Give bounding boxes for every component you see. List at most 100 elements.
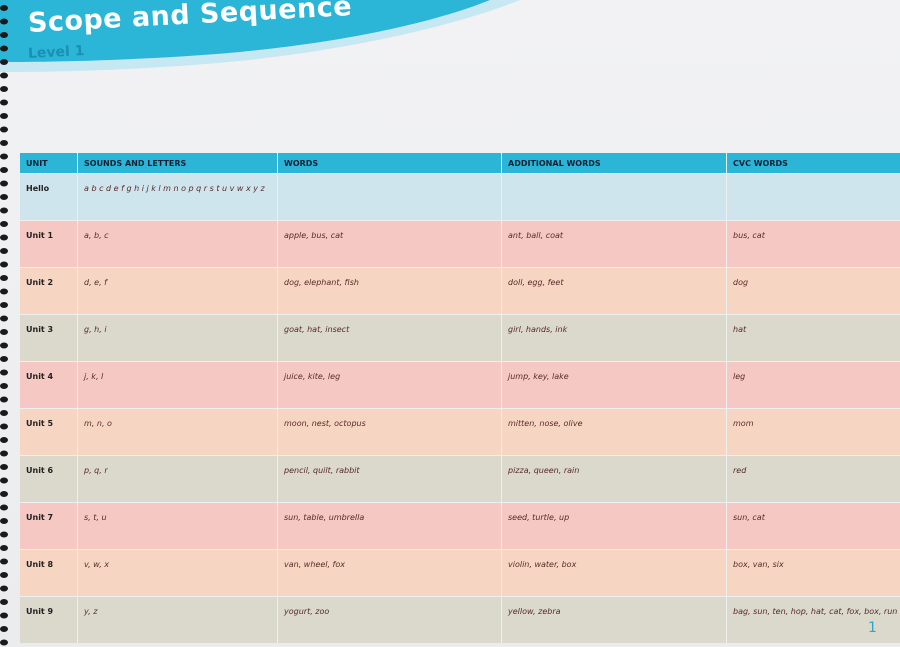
table-cell: Unit 7 bbox=[20, 502, 78, 550]
binding-ring bbox=[0, 315, 8, 322]
table-cell: Unit 2 bbox=[20, 267, 78, 315]
binding-ring bbox=[0, 491, 8, 497]
table-row: Unit 3 g, h, i goat, hat, insect girl, hand… bbox=[20, 314, 900, 362]
binding-ring bbox=[0, 234, 8, 241]
binding-ring bbox=[0, 5, 8, 11]
table-cell: girl, hands, ink bbox=[501, 314, 727, 362]
binding-ring bbox=[0, 383, 8, 389]
table-cell bbox=[501, 173, 727, 221]
subtitle: Level 1 bbox=[27, 43, 85, 62]
table-cell: jump, key, lake bbox=[501, 361, 727, 409]
binding-ring bbox=[0, 45, 8, 52]
binding-ring bbox=[0, 167, 8, 173]
binding-ring bbox=[0, 99, 8, 106]
table-cell: Unit 3 bbox=[20, 314, 78, 362]
binding-ring bbox=[0, 558, 8, 565]
binding-ring bbox=[0, 423, 8, 430]
table-cell: apple, bus, cat bbox=[277, 220, 502, 268]
table-cell: box, van, six bbox=[726, 549, 900, 597]
table-cell: pencil, quilt, rabbit bbox=[277, 455, 502, 503]
table-row: Unit 4 j, k, l juice, kite, leg jump, key, … bbox=[20, 361, 900, 409]
table-cell: Hello bbox=[20, 173, 78, 221]
table-cell: g, h, i bbox=[77, 314, 278, 362]
table-cell: hat bbox=[726, 314, 900, 362]
table-row: Unit 5 m, n, o moon, nest, octopus mitten, … bbox=[20, 408, 900, 456]
table-cell: seed, turtle, up bbox=[501, 502, 727, 550]
binding-ring bbox=[0, 396, 8, 403]
binding-ring bbox=[0, 72, 8, 79]
title-banner bbox=[0, 0, 520, 72]
binding-ring bbox=[0, 464, 8, 470]
table-cell: Unit 8 bbox=[20, 549, 78, 597]
table-cell: s, t, u bbox=[77, 502, 278, 550]
binding-ring bbox=[0, 288, 8, 295]
table-cell: leg bbox=[726, 361, 900, 409]
binding-ring bbox=[0, 599, 8, 605]
table-cell: yogurt, zoo bbox=[277, 596, 502, 643]
table-cell bbox=[277, 173, 502, 221]
table-cell: mom bbox=[726, 408, 900, 456]
binding-ring bbox=[0, 126, 8, 133]
table-cell: d, e, f bbox=[77, 267, 278, 315]
binding-ring bbox=[0, 275, 8, 281]
binding-ring bbox=[0, 612, 8, 619]
table-cell: ant, ball, coat bbox=[501, 220, 727, 268]
binding-ring bbox=[0, 572, 8, 578]
binding-ring bbox=[0, 261, 8, 268]
column-header: CVC WORDS bbox=[726, 153, 900, 174]
table-cell: p, q, r bbox=[77, 455, 278, 503]
table-row: Unit 8 v, w, x van, wheel, fox violin, wate… bbox=[20, 549, 900, 597]
table-cell: m, n, o bbox=[77, 408, 278, 456]
table-cell: moon, nest, octopus bbox=[277, 408, 502, 456]
table-cell: violin, water, box bbox=[501, 549, 727, 597]
table-cell: sun, table, umbrella bbox=[277, 502, 502, 550]
spiral-binding bbox=[0, 5, 8, 646]
table-cell: Unit 1 bbox=[20, 220, 78, 268]
table-cell: Unit 4 bbox=[20, 361, 78, 409]
binding-ring bbox=[0, 329, 8, 335]
binding-ring bbox=[0, 450, 8, 457]
binding-ring bbox=[0, 86, 8, 92]
table-cell: van, wheel, fox bbox=[277, 549, 502, 597]
header-row: UNIT SOUNDS AND LETTERS WORDS ADDITIONAL WO… bbox=[20, 153, 900, 174]
table-cell: Unit 6 bbox=[20, 455, 78, 503]
table-cell: juice, kite, leg bbox=[277, 361, 502, 409]
binding-ring bbox=[0, 32, 8, 38]
column-header: ADDITIONAL WORDS bbox=[501, 153, 727, 174]
table-cell: doll, egg, feet bbox=[501, 267, 727, 315]
binding-ring bbox=[0, 140, 8, 146]
table-row: Unit 2 d, e, f dog, elephant, fish doll, eg… bbox=[20, 267, 900, 315]
table-cell: j, k, l bbox=[77, 361, 278, 409]
column-header: UNIT bbox=[20, 153, 78, 174]
table-cell: Unit 5 bbox=[20, 408, 78, 456]
binding-ring bbox=[0, 342, 8, 349]
binding-ring bbox=[0, 302, 8, 308]
binding-ring bbox=[0, 153, 8, 160]
binding-ring bbox=[0, 113, 8, 119]
column-header: WORDS bbox=[277, 153, 502, 174]
page-number: 1 bbox=[868, 620, 877, 636]
binding-ring bbox=[0, 194, 8, 200]
binding-ring bbox=[0, 369, 8, 376]
table-cell: y, z bbox=[77, 596, 278, 643]
table-cell bbox=[726, 173, 900, 221]
binding-ring bbox=[0, 207, 8, 214]
binding-ring bbox=[0, 477, 8, 484]
binding-ring bbox=[0, 59, 8, 65]
binding-ring bbox=[0, 248, 8, 254]
table-cell: v, w, x bbox=[77, 549, 278, 597]
table-cell: mitten, nose, olive bbox=[501, 408, 727, 456]
table-row: Unit 7 s, t, u sun, table, umbrella seed, t… bbox=[20, 502, 900, 550]
binding-ring bbox=[0, 18, 8, 25]
binding-ring bbox=[0, 518, 8, 524]
column-header: SOUNDS AND LETTERS bbox=[77, 153, 278, 174]
table-cell: dog, elephant, fish bbox=[277, 267, 502, 315]
table-cell: dog bbox=[726, 267, 900, 315]
table-row: Unit 6 p, q, r pencil, quilt, rabbit pizza,… bbox=[20, 455, 900, 503]
table-cell: yellow, zebra bbox=[501, 596, 727, 643]
binding-ring bbox=[0, 410, 8, 416]
binding-ring bbox=[0, 504, 8, 511]
binding-ring bbox=[0, 356, 8, 362]
